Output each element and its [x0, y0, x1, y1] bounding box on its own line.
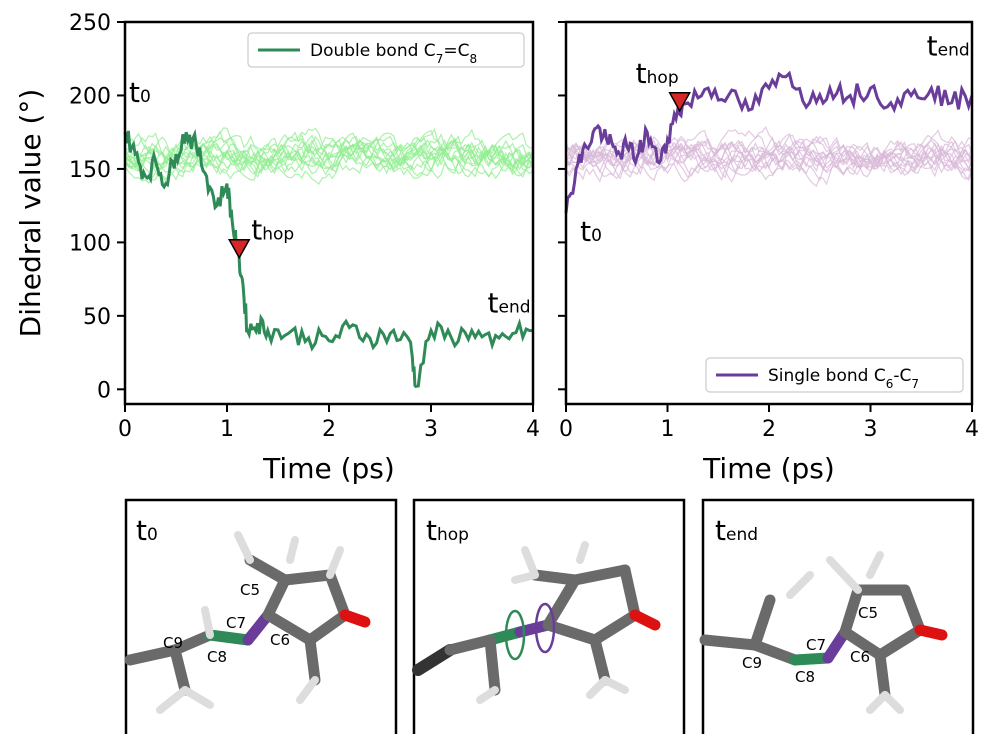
panel-frame	[701, 498, 975, 734]
x-axis-label: Time (ps)	[702, 452, 835, 485]
time-marker-label: t0	[580, 215, 602, 248]
rotation-arrows	[504, 602, 556, 661]
ensemble-line	[565, 129, 973, 176]
molecule-structure	[412, 541, 661, 704]
atom-label-c6: C6	[850, 648, 870, 666]
molecule-panel-t0: t0 C5 C7 C6 C9 C8	[124, 498, 398, 734]
axis-ticks: 0 1 2 3 4	[558, 21, 979, 442]
panel-label: t0	[136, 514, 158, 547]
atom-label-c9: C9	[163, 634, 183, 652]
molecule-structure	[124, 531, 371, 714]
x-tick-label: 2	[322, 417, 336, 442]
time-markers: t0 thop tend	[129, 76, 531, 319]
legend-label: Double bond C7=C8	[310, 41, 477, 66]
ensemble-line	[124, 128, 534, 180]
atom-label-c6: C6	[270, 631, 290, 649]
ensemble-trajectories	[124, 127, 534, 186]
axis-ticks: 0 1 2 3 4 0 50 100 150 200 250	[69, 11, 540, 442]
hop-marker	[227, 238, 251, 260]
time-marker-label: t0	[129, 76, 151, 109]
x-tick-label: 3	[424, 417, 438, 442]
ensemble-line	[124, 135, 534, 179]
x-tick-label: 1	[661, 417, 675, 442]
y-axis-label: Dihedral value (°)	[14, 89, 47, 338]
atom-label-c5: C5	[240, 581, 260, 599]
time-marker-label: tend	[927, 29, 970, 62]
plot-frame	[123, 20, 535, 406]
main-trajectory-line	[564, 70, 974, 214]
time-marker-label: tend	[488, 287, 531, 320]
molecule-panel-thop: thop	[412, 498, 686, 734]
time-marker-label: thop	[636, 57, 679, 90]
molecule-structure	[699, 551, 948, 714]
legend-box	[247, 32, 525, 68]
y-tick-label: 250	[69, 11, 111, 36]
atom-label-c7: C7	[806, 636, 826, 654]
molecule-panel-tend: tend C5 C7 C6 C9 C8	[699, 498, 975, 734]
atom-label-c8: C8	[795, 668, 815, 686]
y-tick-label: 150	[69, 158, 111, 183]
legend: Single bond C6-C7	[705, 357, 964, 393]
x-tick-label: 0	[118, 417, 132, 442]
y-tick-label: 200	[69, 84, 111, 109]
single-bond-plot: 0 1 2 3 4 Time (ps) Single bond C6-C7 t0 thop…	[558, 20, 979, 485]
y-tick-label: 50	[83, 305, 111, 330]
legend-label: Single bond C6-C7	[768, 366, 919, 391]
plot-frame	[564, 20, 974, 406]
y-tick-label: 0	[97, 378, 111, 403]
ensemble-line	[124, 137, 534, 183]
legend-box	[705, 357, 964, 393]
x-axis-label: Time (ps)	[262, 452, 395, 485]
legend: Double bond C7=C8	[247, 32, 525, 68]
y-tick-label: 100	[69, 231, 111, 256]
x-tick-label: 0	[559, 417, 573, 442]
time-markers: t0 thop tend	[580, 29, 969, 248]
double-bond-plot: 0 1 2 3 4 0 50 100 150 200 250 Time (ps) Dihedral …	[14, 11, 540, 485]
x-tick-label: 4	[965, 417, 979, 442]
hop-marker	[668, 92, 691, 113]
atom-label-c9: C9	[742, 654, 762, 672]
ensemble-line	[124, 127, 534, 179]
x-tick-label: 1	[220, 417, 234, 442]
panel-label: tend	[715, 514, 758, 547]
atom-label-c5: C5	[858, 604, 878, 622]
x-tick-label: 3	[864, 417, 878, 442]
atom-label-c7: C7	[226, 614, 246, 632]
x-tick-label: 2	[762, 417, 776, 442]
x-tick-label: 4	[526, 417, 540, 442]
ensemble-line	[124, 139, 534, 178]
atom-label-c8: C8	[207, 648, 227, 666]
main-trajectory-line	[123, 128, 534, 389]
ensemble-trajectories	[565, 125, 973, 188]
time-marker-label: thop	[251, 214, 294, 247]
panel-label: thop	[426, 514, 469, 547]
